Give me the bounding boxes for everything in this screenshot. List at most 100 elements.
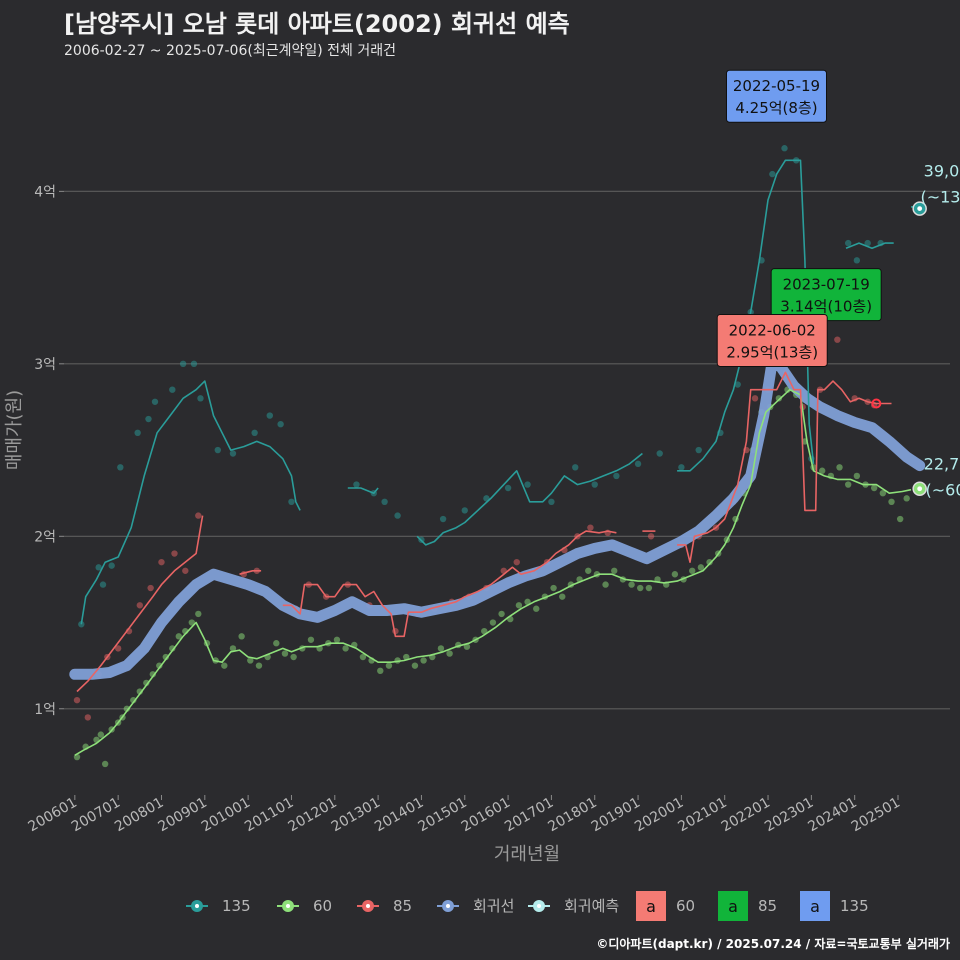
legend-marker-core — [446, 904, 450, 908]
legend-label: 85 — [758, 897, 777, 915]
data-point-s135 — [288, 498, 295, 505]
data-point-s60 — [637, 584, 644, 592]
series-line-s135 — [677, 159, 815, 472]
data-point-s60 — [903, 495, 910, 502]
legend: 135 60 85 회귀선 회귀예측 a 60 a 85 a 135 — [186, 891, 869, 921]
x-tick-label: 201301 — [329, 795, 383, 836]
data-point-s60 — [238, 633, 245, 640]
data-point-s85 — [171, 550, 178, 557]
data-point-s135 — [353, 481, 360, 488]
data-point-s60 — [896, 515, 904, 523]
data-point-s60 — [273, 640, 280, 647]
x-tick-label: 201001 — [199, 795, 253, 836]
data-point-s85 — [136, 602, 144, 609]
x-tick-label: 202201 — [719, 795, 773, 836]
legend-swatch — [718, 891, 748, 921]
data-point-s60 — [377, 667, 384, 675]
annotation-box — [725, 69, 827, 123]
legend-swatch-glyph: a — [646, 897, 656, 916]
data-point-s135 — [695, 446, 702, 454]
data-point-s135 — [548, 498, 555, 505]
data-point-s135 — [381, 498, 388, 505]
data-point-s135 — [678, 464, 685, 471]
series-line-s85 — [76, 515, 204, 693]
data-point-s85 — [834, 336, 841, 343]
data-point-s135 — [266, 412, 273, 419]
annotation-price: 2.95억(13층) — [726, 343, 818, 361]
data-point-s60 — [359, 653, 367, 661]
legend-item-s135: 135 — [186, 897, 251, 915]
data-point-s135 — [277, 420, 284, 428]
data-point-s60 — [437, 645, 445, 652]
series-line-s60 — [74, 388, 912, 756]
data-point-s60 — [775, 395, 783, 402]
legend-item-regression: 회귀선 — [437, 897, 514, 915]
data-point-s85 — [147, 584, 154, 592]
x-tick-label: 200901 — [156, 795, 210, 836]
y-tick-label: 1억 — [34, 702, 56, 718]
data-point-s60 — [123, 705, 131, 712]
series-line-s135 — [80, 380, 301, 625]
x-tick-label: 200801 — [112, 795, 166, 836]
legend-marker-core — [195, 904, 199, 908]
data-point-s60 — [489, 619, 497, 626]
annotation-ann_green: 2023-07-19 3.14억(10층) — [770, 268, 882, 322]
end-point-core-s60 — [917, 486, 923, 492]
data-point-s60 — [175, 633, 183, 640]
x-tick-label: 201401 — [372, 795, 426, 836]
x-tick-label: 201501 — [415, 795, 469, 836]
data-point-s60 — [97, 731, 105, 738]
data-point-s135 — [190, 360, 198, 368]
source-credit: ©디아파트(dapt.kr) / 2025.07.24 / 자료=국토교통부 실… — [596, 937, 950, 951]
x-axis-title: 거래년월 — [494, 844, 560, 865]
annotation-date: 2022-06-02 — [729, 321, 816, 339]
data-point-s85 — [195, 512, 202, 519]
data-point-s60 — [498, 610, 505, 618]
data-point-s60 — [221, 662, 228, 669]
x-tick-label: 201601 — [459, 795, 513, 836]
data-point-s60 — [628, 581, 635, 588]
data-point-s135 — [613, 472, 620, 480]
data-point-s135 — [734, 381, 741, 388]
legend-marker-core — [366, 904, 370, 908]
data-point-s135 — [591, 481, 598, 488]
legend-label: 135 — [222, 897, 251, 915]
series-line-s135 — [416, 452, 643, 546]
end-area-s60: (~60㎡) — [926, 481, 960, 500]
data-point-s60 — [342, 645, 349, 652]
data-point-s60 — [879, 489, 887, 497]
annotation-date: 2022-05-19 — [733, 77, 820, 95]
data-point-s135 — [439, 515, 447, 523]
x-tick-label: 202101 — [675, 795, 729, 836]
x-tick-label: 201201 — [285, 795, 339, 836]
data-point-s60 — [559, 593, 566, 600]
series-line-s85 — [282, 530, 617, 638]
axes: 1억2억3억4억20060120070120080120090120100120… — [4, 184, 903, 865]
legend-fill-ann_red: a 60 — [636, 891, 695, 921]
data-point-s135 — [99, 581, 107, 588]
data-point-s60 — [136, 688, 144, 695]
x-tick-label: 202301 — [762, 795, 816, 836]
data-point-s60 — [169, 645, 176, 652]
legend-label: 60 — [313, 897, 332, 915]
legend-marker-core — [537, 904, 541, 908]
end-point-core-s135 — [917, 206, 923, 212]
data-point-s60 — [645, 584, 653, 592]
page-title: [남양주시] 오남 롯데 아파트(2002) 회귀선 예측 — [64, 10, 570, 38]
data-point-s60 — [229, 645, 237, 652]
data-point-s60 — [853, 472, 861, 480]
data-point-s85 — [158, 558, 165, 566]
legend-label: 회귀예측 — [564, 897, 619, 915]
data-point-s60 — [550, 584, 557, 592]
data-point-s85 — [587, 524, 594, 531]
x-tick-label: 201801 — [545, 795, 599, 836]
data-point-s135 — [108, 562, 115, 569]
data-point-s135 — [656, 450, 663, 457]
data-point-s135 — [769, 170, 776, 178]
annotation-date: 2023-07-19 — [783, 276, 870, 294]
data-point-s135 — [134, 429, 141, 437]
y-tick-label: 2억 — [34, 529, 56, 545]
x-tick-label: 202001 — [632, 795, 686, 836]
y-tick-label: 4억 — [34, 184, 56, 200]
